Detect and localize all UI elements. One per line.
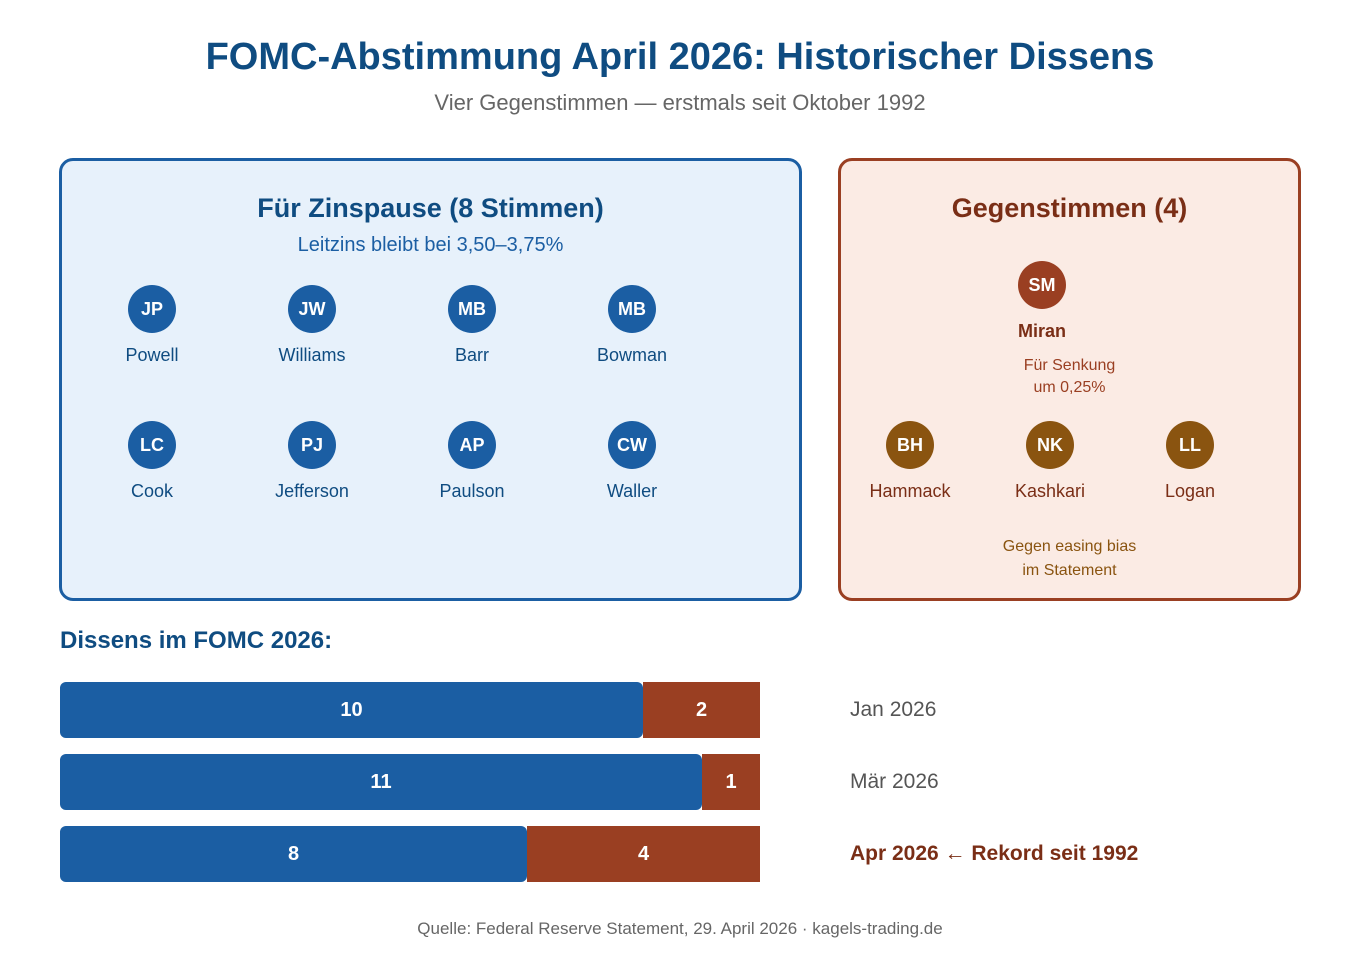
bar-row: 8 4 Apr 2026 ← Rekord seit 1992 [60, 826, 1138, 882]
bar-segment-against: 1 [702, 754, 760, 810]
avatar: SM [1018, 261, 1066, 309]
bar-segment-for: 10 [60, 682, 643, 738]
member-name: Hammack [869, 481, 951, 501]
panel-for-subtitle: Leitzins bleibt bei 3,50–3,75% [297, 234, 564, 256]
avatar: MB [448, 285, 496, 333]
member-card: JP Powell [72, 285, 232, 366]
page-title: FOMC-Abstimmung April 2026: Historischer… [205, 36, 1155, 78]
member-card: JW Williams [232, 285, 392, 366]
avatar: NK [1026, 421, 1074, 469]
bias-note-line: Gegen easing bias [1002, 538, 1137, 555]
avatar: JP [128, 285, 176, 333]
bar-segment-against: 4 [527, 826, 760, 882]
bias-note-line: im Statement [1022, 562, 1117, 579]
member-card: PJ Jefferson [232, 421, 392, 502]
bar-category-label: Jan 2026 [850, 698, 937, 721]
avatar: MB [608, 285, 656, 333]
member-name: Powell [125, 345, 179, 365]
bar-segment-against: 2 [643, 682, 760, 738]
member-card: BH Hammack [830, 421, 990, 502]
avatar: BH [886, 421, 934, 469]
member-name: Jefferson [275, 481, 349, 501]
member-name: Cook [130, 481, 174, 501]
bar-segment-for: 8 [60, 826, 527, 882]
bar-category-label: Mär 2026 [850, 770, 939, 793]
avatar: PJ [288, 421, 336, 469]
miran-vote-note: Für Senkung um 0,25% [841, 355, 1298, 399]
bar-segment-for: 11 [60, 754, 702, 810]
section-title: Dissens im FOMC 2026: [60, 627, 333, 654]
member-card: NK Kashkari [970, 421, 1130, 502]
member-card: AP Paulson [392, 421, 552, 502]
member-name: Paulson [439, 481, 505, 501]
member-name: Logan [1164, 481, 1216, 501]
member-name: Bowman [596, 345, 668, 365]
panel-dissent-title: Gegenstimmen (4) [951, 193, 1188, 223]
avatar: LL [1166, 421, 1214, 469]
bar-row: 10 2 Jan 2026 [60, 682, 936, 738]
member-card: MB Barr [392, 285, 552, 366]
avatar: JW [288, 285, 336, 333]
member-name: Barr [454, 345, 489, 365]
member-card-miran: SM Miran [962, 261, 1122, 342]
member-card: LL Logan [1110, 421, 1270, 502]
miran-note-line: Für Senkung [1023, 357, 1116, 374]
bar-row: 11 1 Mär 2026 [60, 754, 939, 810]
member-card: CW Waller [552, 421, 712, 502]
member-name: Waller [606, 481, 658, 501]
source-footer: Quelle: Federal Reserve Statement, 29. A… [417, 919, 943, 938]
member-name: Williams [278, 345, 346, 365]
member-card: MB Bowman [552, 285, 712, 366]
panel-for-title: Für Zinspause (8 Stimmen) [257, 193, 604, 223]
page-subtitle: Vier Gegenstimmen — erstmals seit Oktobe… [434, 90, 926, 115]
avatar: CW [608, 421, 656, 469]
member-name: Miran [1017, 321, 1066, 341]
panel-dissent: Gegenstimmen (4) SM Miran Für Senkung um… [838, 158, 1301, 601]
avatar: AP [448, 421, 496, 469]
avatar: LC [128, 421, 176, 469]
panel-for-pause: Für Zinspause (8 Stimmen) Leitzins bleib… [59, 158, 802, 601]
member-card: LC Cook [72, 421, 232, 502]
miran-note-line: um 0,25% [1033, 379, 1106, 396]
bar-category-label: Apr 2026 ← Rekord seit 1992 [850, 842, 1139, 865]
bias-vote-note: Gegen easing bias im Statement [841, 535, 1298, 583]
member-name: Kashkari [1014, 481, 1086, 501]
